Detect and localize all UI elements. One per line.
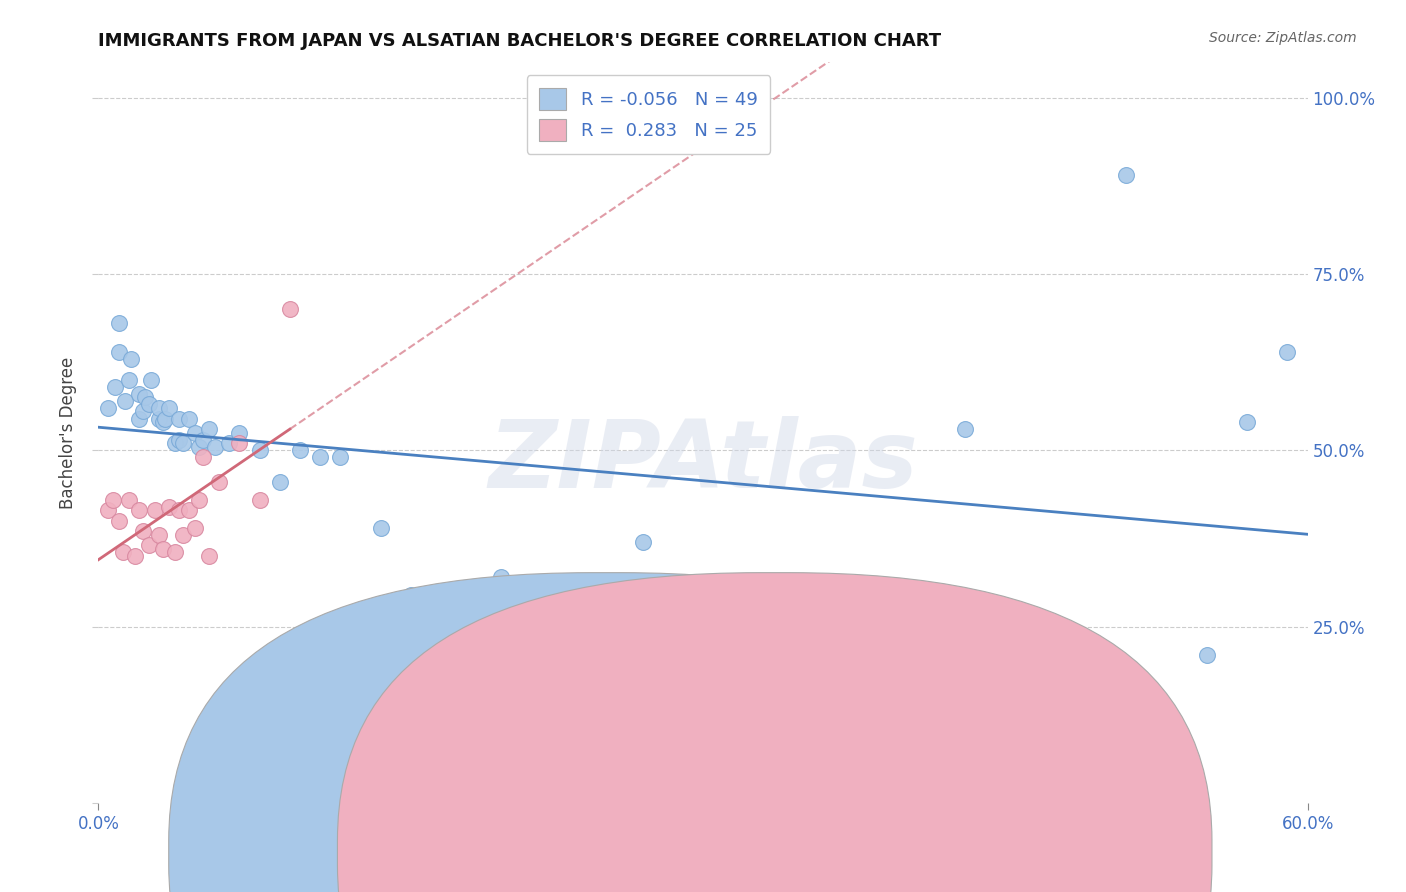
- Legend: R = -0.056   N = 49, R =  0.283   N = 25: R = -0.056 N = 49, R = 0.283 N = 25: [527, 75, 770, 153]
- Point: [138, 397, 160, 411]
- Point: [114, 393, 136, 408]
- Text: IMMIGRANTS FROM JAPAN VS ALSATIAN BACHELOR'S DEGREE CORRELATION CHART: IMMIGRANTS FROM JAPAN VS ALSATIAN BACHEL…: [98, 32, 942, 50]
- Point: [193, 450, 215, 465]
- Point: [1277, 344, 1299, 359]
- Point: [278, 302, 301, 317]
- Point: [172, 436, 194, 450]
- Point: [1236, 415, 1258, 429]
- Point: [193, 433, 215, 447]
- Point: [107, 316, 129, 330]
- Text: Immigrants from Japan: Immigrants from Japan: [633, 846, 808, 860]
- Point: [1115, 168, 1137, 182]
- Point: [128, 411, 150, 425]
- Point: [172, 528, 194, 542]
- Point: [198, 549, 221, 563]
- Point: [228, 436, 250, 450]
- Point: [288, 443, 311, 458]
- Point: [163, 436, 186, 450]
- Point: [134, 390, 156, 404]
- Text: ZIPAtlas: ZIPAtlas: [488, 417, 918, 508]
- Y-axis label: Bachelor's Degree: Bachelor's Degree: [59, 357, 77, 508]
- Point: [179, 411, 201, 425]
- Point: [128, 387, 150, 401]
- Point: [107, 344, 129, 359]
- Point: [167, 433, 190, 447]
- Point: [1074, 655, 1097, 669]
- Point: [163, 545, 186, 559]
- Point: [139, 373, 162, 387]
- Point: [132, 404, 155, 418]
- Point: [97, 503, 120, 517]
- Point: [124, 549, 146, 563]
- Point: [167, 503, 190, 517]
- Text: Source: ZipAtlas.com: Source: ZipAtlas.com: [1209, 31, 1357, 45]
- Point: [111, 545, 134, 559]
- Point: [329, 450, 352, 465]
- Point: [101, 492, 124, 507]
- Point: [167, 411, 190, 425]
- Point: [188, 492, 211, 507]
- Point: [118, 492, 141, 507]
- Point: [157, 401, 180, 415]
- Point: [228, 425, 250, 440]
- Point: [118, 373, 141, 387]
- Point: [399, 588, 422, 602]
- Point: [249, 492, 271, 507]
- Point: [148, 401, 170, 415]
- Point: [188, 440, 211, 454]
- Point: [128, 503, 150, 517]
- Point: [103, 380, 125, 394]
- Point: [198, 422, 221, 436]
- Point: [218, 436, 240, 450]
- Point: [249, 443, 271, 458]
- Point: [148, 411, 170, 425]
- Point: [530, 588, 553, 602]
- Point: [309, 450, 332, 465]
- Point: [370, 521, 392, 535]
- Point: [204, 440, 226, 454]
- Point: [491, 570, 513, 584]
- Point: [208, 475, 231, 489]
- Point: [157, 500, 180, 514]
- Point: [97, 401, 120, 415]
- Text: Alsatians: Alsatians: [801, 846, 870, 860]
- Point: [1195, 648, 1218, 662]
- Point: [179, 503, 201, 517]
- Point: [184, 521, 207, 535]
- Point: [953, 422, 976, 436]
- Point: [813, 651, 835, 665]
- Point: [152, 541, 174, 556]
- Point: [143, 503, 166, 517]
- Point: [120, 351, 142, 366]
- Point: [148, 528, 170, 542]
- Point: [430, 655, 453, 669]
- Point: [153, 411, 176, 425]
- Point: [269, 475, 291, 489]
- Point: [152, 415, 174, 429]
- Point: [138, 538, 160, 552]
- Point: [107, 514, 129, 528]
- Point: [184, 425, 207, 440]
- Point: [631, 535, 654, 549]
- Point: [711, 606, 734, 620]
- Point: [132, 524, 155, 539]
